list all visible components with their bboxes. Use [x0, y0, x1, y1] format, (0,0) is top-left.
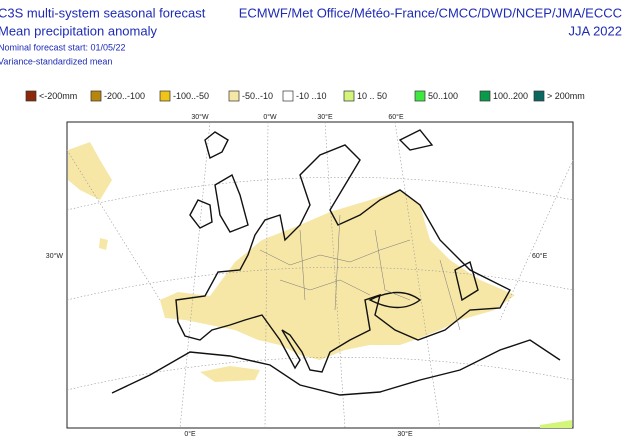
lon-label: 0°W: [263, 113, 277, 121]
map: [66, 121, 574, 429]
legend-swatch: [159, 90, 171, 102]
legend-swatch: [479, 90, 491, 102]
legend-label: -50..-10: [242, 91, 273, 101]
lon-label: 30°W: [191, 113, 209, 121]
lon-label: 30°E: [317, 113, 333, 121]
subtitle: Mean precipitation anomaly: [0, 23, 157, 38]
legend-swatch: [414, 90, 426, 102]
anomaly-fill: [68, 142, 572, 428]
method: Variance-standardized mean: [0, 56, 112, 66]
lat-label: 30°W: [46, 252, 64, 260]
anomaly-area: [68, 142, 112, 200]
lon-label: 60°E: [388, 113, 404, 121]
legend-swatch: [90, 90, 102, 102]
centres: ECMWF/Met Office/Météo-France/CMCC/DWD/N…: [239, 5, 622, 20]
legend-label: 50..100: [428, 91, 458, 101]
legend-swatch: [25, 90, 37, 102]
legend-label: -200..-100: [104, 91, 145, 101]
lon-label: 30°E: [397, 430, 413, 438]
legend-label: 100..200: [493, 91, 528, 101]
lat-label: 60°E: [532, 252, 548, 260]
legend-label: <-200mm: [39, 91, 77, 101]
legend-swatch: [533, 90, 545, 102]
legend-swatch: [343, 90, 355, 102]
lon-label: 0°E: [184, 430, 196, 438]
anomaly-area: [160, 190, 515, 360]
graticule-labels: 30°W 0°W 30°E 60°E 30°W 60°E 0°E 30°E: [46, 113, 548, 438]
coastlines: [111, 129, 561, 396]
country-borders: [259, 214, 461, 331]
start-date: Nominal forecast start: 01/05/22: [0, 42, 126, 52]
season: JJA 2022: [569, 23, 623, 38]
legend-label: > 200mm: [547, 91, 585, 101]
title: C3S multi-system seasonal forecast: [0, 5, 206, 20]
legend-swatch: [228, 90, 240, 102]
legend-swatch: [282, 90, 294, 102]
legend-label: 10 .. 50: [357, 91, 387, 101]
anomaly-area: [200, 366, 260, 382]
legend: <-200mm -200..-100 -100..-50 -50..-10 -10 ..…: [25, 90, 585, 102]
wet-area: [540, 420, 572, 428]
anomaly-area: [99, 238, 108, 250]
graticule: [66, 121, 574, 429]
legend-label: -100..-50: [173, 91, 209, 101]
legend-label: -10 ..10: [296, 91, 327, 101]
